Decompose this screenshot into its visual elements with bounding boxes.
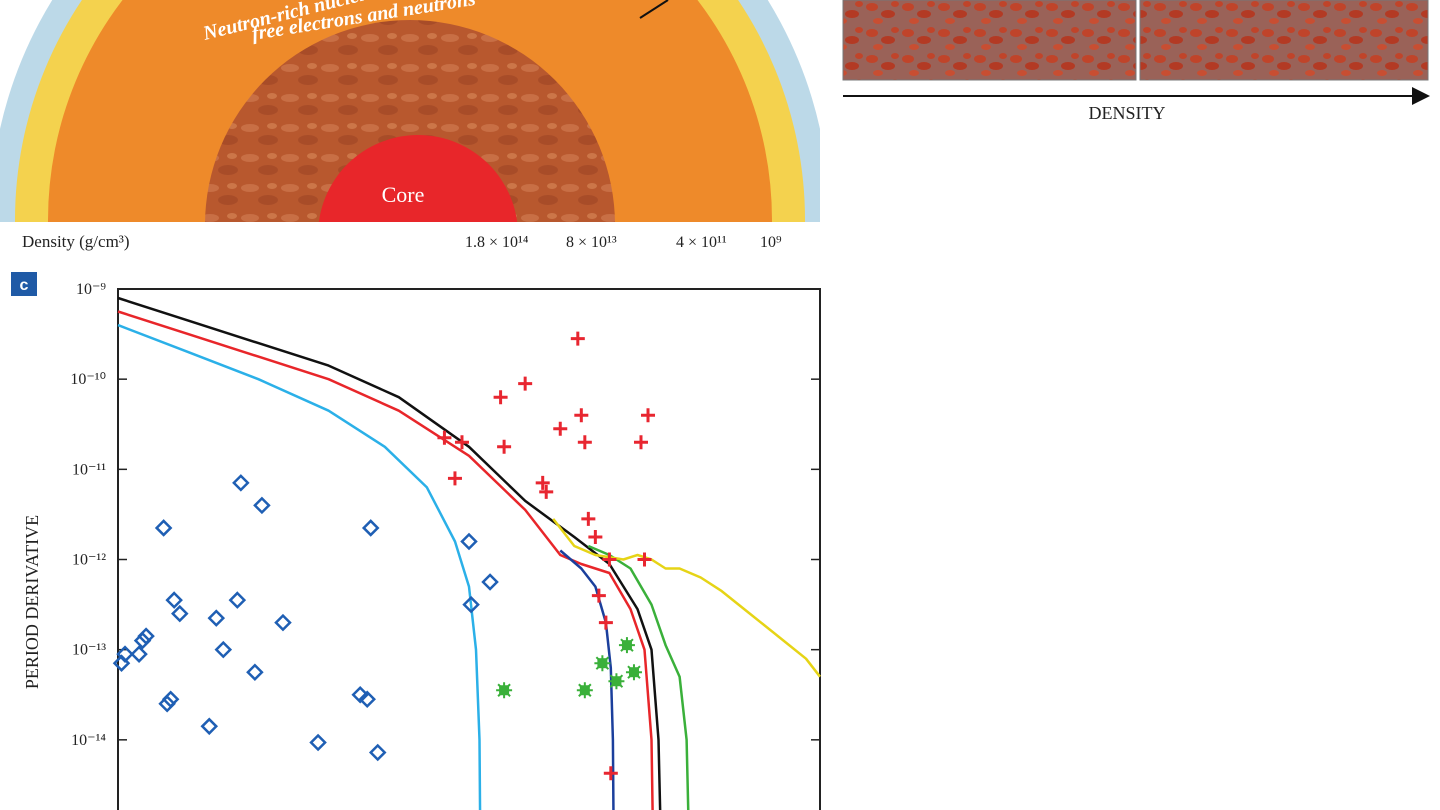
pulsar-point-star [608, 673, 625, 690]
pulsar-point-diamond [361, 519, 380, 537]
y-tick-label: 10⁻¹² [72, 552, 106, 569]
pulsar-point-plus [581, 511, 596, 526]
pulsar-point-diamond [462, 595, 480, 614]
model-curve [559, 549, 615, 810]
model-curve [117, 323, 482, 810]
density-arrow-label: DENSITY [1089, 103, 1166, 123]
density-panel-left [843, 0, 1136, 80]
y-tick-label: 10⁻⁹ [76, 281, 106, 298]
pulsar-point-diamond [460, 532, 478, 551]
pulsar-point-diamond [253, 496, 271, 515]
pulsar-point-plus [493, 390, 508, 405]
pulsar-point-diamond [481, 573, 499, 591]
pulsar-point-plus [454, 435, 469, 450]
y-tick-label: 10⁻¹⁰ [70, 371, 106, 388]
neutron-star-illustration: Neutron-rich nuclei in solid, free elect… [0, 0, 1430, 251]
y-tick-label: 10⁻¹¹ [72, 461, 106, 478]
y-tick-label: 10⁻¹³ [72, 642, 106, 659]
pulsar-point-diamond [246, 663, 264, 681]
pulsar-point-diamond [228, 591, 247, 609]
density-arrow-head [1412, 87, 1430, 105]
model-curve [117, 296, 662, 810]
inner-crust-layer [205, 20, 615, 222]
pulsar-point-plus [602, 552, 617, 567]
pulsar-point-diamond [161, 690, 180, 709]
pulsar-point-plus [518, 376, 533, 391]
pulsar-point-plus [577, 435, 592, 450]
pulsar-point-diamond [274, 613, 292, 632]
pulsar-point-star [625, 664, 642, 681]
density-tick-4: 10⁹ [760, 234, 782, 251]
panel-letter-box [11, 272, 37, 296]
pulsar-point-plus [447, 471, 462, 486]
pulsar-point-diamond [133, 631, 152, 650]
model-curve [552, 518, 821, 678]
pulsar-point-plus [641, 408, 656, 423]
pulsar-point-plus [637, 552, 652, 567]
pulsar-point-plus [633, 435, 648, 450]
pulsar-point-plus [574, 408, 589, 423]
density-tick-1: 1.8 × 10¹⁴ [465, 234, 529, 251]
core-circle [318, 135, 518, 222]
pulsar-point-star [618, 637, 635, 654]
pulsar-point-diamond [130, 645, 148, 663]
pulsar-point-diamond [171, 604, 189, 623]
pulsar-point-plus [553, 421, 568, 436]
pulsar-point-plus [539, 484, 554, 499]
layer-pointer-line [639, 0, 669, 19]
pulsar-point-plus [535, 475, 550, 490]
pulsar-point-diamond [232, 474, 250, 492]
pulsar-point-diamond [207, 609, 226, 627]
pulsar-point-star [496, 682, 513, 699]
pulsar-point-diamond [158, 694, 176, 713]
density-axis-label: Density (g/cm³) [22, 232, 130, 251]
density-tick-2: 8 × 10¹³ [566, 234, 617, 251]
pulsar-point-plus [588, 529, 603, 544]
pulsar-point-plus [437, 430, 452, 445]
y-tick-label: 10⁻¹⁴ [71, 732, 106, 749]
pulsar-point-plus [497, 439, 512, 454]
pulsar-point-diamond [137, 627, 155, 645]
pulsar-point-plus [603, 766, 618, 781]
plot-area: 10⁻⁹ 10⁻¹⁰ 10⁻¹¹ 10⁻¹² 10⁻¹³ 10⁻¹⁴ [70, 281, 821, 810]
pulsar-point-diamond [165, 591, 183, 609]
pulsar-point-star [576, 682, 593, 699]
pulsar-point-plus [598, 615, 613, 630]
pulsar-point-diamond [200, 717, 219, 736]
pulsar-point-diamond [154, 519, 173, 537]
pulsar-point-diamond [368, 743, 387, 762]
y-axis-label: PERIOD DERIVATIVE [22, 515, 42, 689]
pulsar-point-plus [591, 588, 606, 603]
model-curve [117, 310, 654, 810]
pulsar-point-diamond [358, 690, 376, 709]
panel-letter: c [20, 277, 29, 294]
pulsar-point-star [594, 655, 611, 672]
density-tick-3: 4 × 10¹¹ [676, 234, 727, 251]
pulsar-point-diamond [309, 733, 327, 752]
pulsar-point-plus [570, 331, 585, 346]
pulsar-point-diamond [351, 685, 369, 704]
pulsar-point-diamond [214, 640, 233, 659]
core-label: Core [382, 182, 425, 207]
pulsar-point-diamond [116, 645, 134, 663]
density-panel-right [1140, 0, 1428, 80]
